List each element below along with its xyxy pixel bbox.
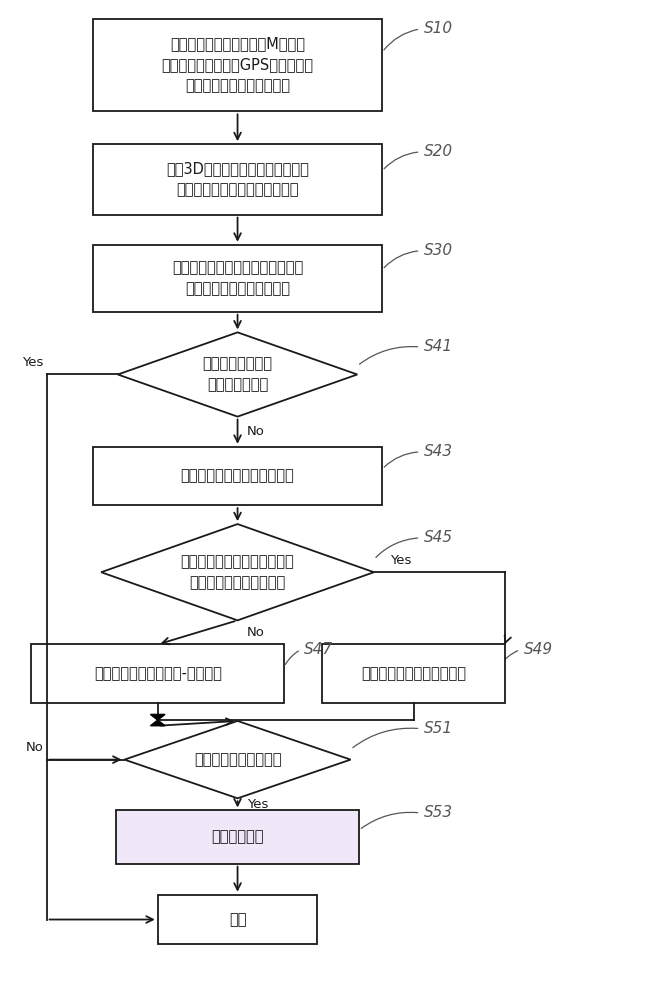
Bar xyxy=(93,447,382,505)
Text: S45: S45 xyxy=(424,530,453,545)
Bar xyxy=(31,644,284,703)
Text: S51: S51 xyxy=(424,721,453,736)
Text: Yes: Yes xyxy=(22,356,43,369)
Text: S43: S43 xyxy=(424,444,453,459)
Text: 终止: 终止 xyxy=(229,912,246,927)
Text: S41: S41 xyxy=(424,339,453,354)
Bar xyxy=(158,895,317,944)
Text: No: No xyxy=(247,425,265,438)
FancyArrowPatch shape xyxy=(353,728,418,748)
Bar xyxy=(93,19,382,111)
FancyArrowPatch shape xyxy=(384,29,418,50)
Text: 不连通网络分区在水面的投影
是否构成一个连通网络？: 不连通网络分区在水面的投影 是否构成一个连通网络？ xyxy=(180,554,295,590)
FancyArrowPatch shape xyxy=(500,651,518,665)
Bar xyxy=(323,644,505,703)
Text: S49: S49 xyxy=(524,642,552,657)
FancyArrowPatch shape xyxy=(361,812,418,828)
Polygon shape xyxy=(101,524,374,620)
Text: 搜索沉降节点不连通网络分区: 搜索沉降节点不连通网络分区 xyxy=(180,468,295,483)
Polygon shape xyxy=(150,714,165,720)
Text: S47: S47 xyxy=(304,642,333,657)
Text: 沉降节点是否构成
一个连通网络？: 沉降节点是否构成 一个连通网络？ xyxy=(202,356,273,392)
FancyArrowPatch shape xyxy=(384,452,418,467)
FancyArrowPatch shape xyxy=(384,251,418,268)
Bar xyxy=(116,810,359,864)
FancyArrowPatch shape xyxy=(384,152,418,169)
Text: 在目标区域水面随机部署M个传感
器节点，节点坐标由GPS定位装置得
到，并传送给水面中心节点: 在目标区域水面随机部署M个传感 器节点，节点坐标由GPS定位装置得 到，并传送给… xyxy=(162,37,313,94)
Polygon shape xyxy=(118,332,357,417)
Text: Yes: Yes xyxy=(246,798,268,811)
Text: 将水面节点与图案位置进行一对一
的指派，记录相应匹配结果: 将水面节点与图案位置进行一对一 的指派，记录相应匹配结果 xyxy=(172,260,303,296)
Text: 网络连通度修复（插入-调整法）: 网络连通度修复（插入-调整法） xyxy=(94,666,222,681)
Text: 覆盖空洞修复: 覆盖空洞修复 xyxy=(211,829,264,844)
Bar xyxy=(93,245,382,312)
Text: No: No xyxy=(247,626,265,639)
Polygon shape xyxy=(124,721,351,798)
Text: S20: S20 xyxy=(424,144,453,159)
Text: 水面是否有冗余节点？: 水面是否有冗余节点？ xyxy=(194,752,281,767)
FancyArrowPatch shape xyxy=(359,347,418,364)
Text: Yes: Yes xyxy=(391,554,412,567)
FancyArrowPatch shape xyxy=(376,538,418,557)
Text: No: No xyxy=(25,741,43,754)
Text: S53: S53 xyxy=(424,805,453,820)
Text: 网络连通度修复（调整法）: 网络连通度修复（调整法） xyxy=(361,666,466,681)
Text: S30: S30 xyxy=(424,243,453,258)
FancyArrowPatch shape xyxy=(285,651,299,664)
Text: S10: S10 xyxy=(424,21,453,36)
Polygon shape xyxy=(150,720,165,726)
Text: 计算3D目标覆盖区域的理想图案模
型，得到理想图案位置坐标信息: 计算3D目标覆盖区域的理想图案模 型，得到理想图案位置坐标信息 xyxy=(166,161,309,197)
Bar xyxy=(93,144,382,215)
